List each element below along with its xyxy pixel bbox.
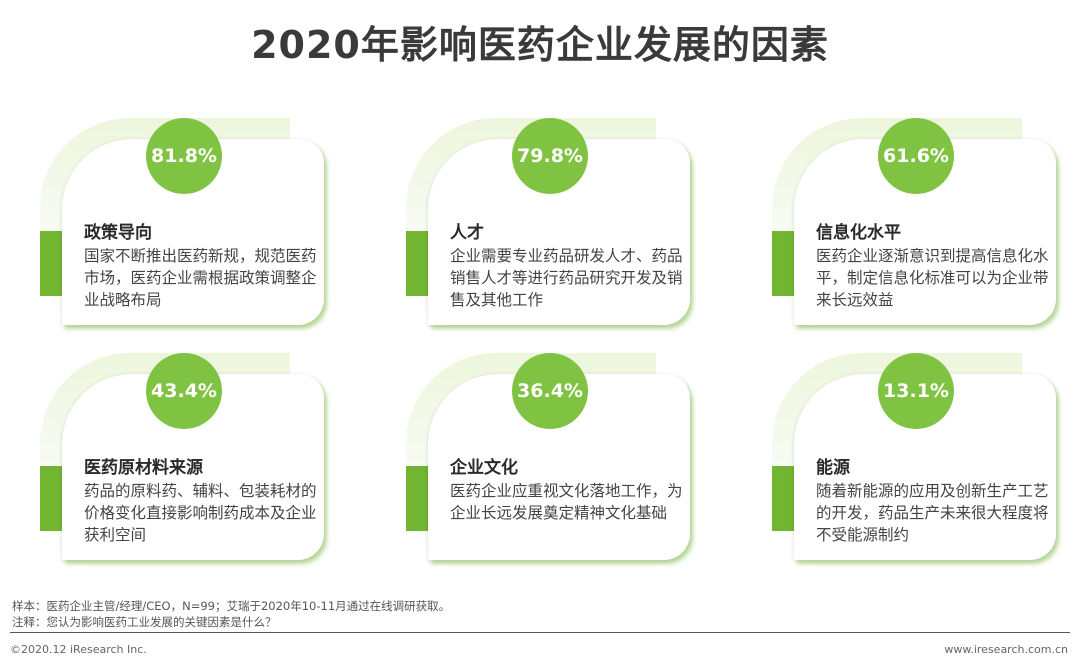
page-title: 2020年影响医药企业发展的因素 xyxy=(251,23,829,67)
card-accent-bar xyxy=(40,466,64,531)
card-accent-bar xyxy=(40,231,64,296)
percent-badge: 36.4% xyxy=(512,353,588,429)
card-accent-bar xyxy=(406,231,430,296)
card-accent-bar xyxy=(406,466,430,531)
footer-divider xyxy=(10,632,1070,633)
card-heading: 政策导向 xyxy=(84,223,152,243)
card-accent-bar xyxy=(772,466,796,531)
percent-badge: 61.6% xyxy=(878,118,954,194)
card-description: 国家不断推出医药新规，规范医药市场，医药企业需根据政策调整企业战略布局 xyxy=(84,247,317,309)
annotation-note: 注释：您认为影响医药工业发展的关键因素是什么？ xyxy=(12,615,277,629)
card-description: 企业需要专业药品研发人才、药品销售人才等进行药品研究开发及销售及其他工作 xyxy=(450,247,683,309)
card-accent-bar xyxy=(772,231,796,296)
card-heading: 企业文化 xyxy=(450,458,518,478)
card-description: 随着新能源的应用及创新生产工艺的开发，药品生产未来很大程度将不受能源制约 xyxy=(816,482,1049,544)
card-description: 医药企业逐渐意识到提高信息化水平，制定信息化标准可以为企业带来长远效益 xyxy=(816,247,1049,309)
card-heading: 医药原材料来源 xyxy=(84,458,203,478)
factor-card-culture: 36.4% 企业文化 医药企业应重视文化落地工作，为企业长远发展奠定精神文化基础 xyxy=(406,353,691,566)
factor-card-talent: 79.8% 人才 企业需要专业药品研发人才、药品销售人才等进行药品研究开发及销售… xyxy=(406,118,691,331)
card-heading: 人才 xyxy=(450,223,484,243)
website-text: www.iresearch.com.cn xyxy=(944,643,1068,656)
factor-card-it-level: 61.6% 信息化水平 医药企业逐渐意识到提高信息化水平，制定信息化标准可以为企… xyxy=(772,118,1057,331)
percent-badge: 81.8% xyxy=(146,118,222,194)
percent-badge: 43.4% xyxy=(146,353,222,429)
card-description: 医药企业应重视文化落地工作，为企业长远发展奠定精神文化基础 xyxy=(450,482,683,522)
copyright-text: ©2020.12 iResearch Inc. xyxy=(10,643,147,656)
percent-badge: 79.8% xyxy=(512,118,588,194)
card-heading: 信息化水平 xyxy=(816,223,901,243)
factor-card-energy: 13.1% 能源 随着新能源的应用及创新生产工艺的开发，药品生产未来很大程度将不… xyxy=(772,353,1057,566)
sample-note: 样本：医药企业主管/经理/CEO，N=99；艾瑞于2020年10-11月通过在线… xyxy=(12,599,451,613)
card-heading: 能源 xyxy=(816,458,850,478)
factor-card-raw-materials: 43.4% 医药原材料来源 药品的原料药、辅料、包装耗材的价格变化直接影响制药成… xyxy=(40,353,325,566)
percent-badge: 13.1% xyxy=(878,353,954,429)
factor-card-policy: 81.8% 政策导向 国家不断推出医药新规，规范医药市场，医药企业需根据政策调整… xyxy=(40,118,325,331)
card-description: 药品的原料药、辅料、包装耗材的价格变化直接影响制药成本及企业获利空间 xyxy=(84,482,317,544)
